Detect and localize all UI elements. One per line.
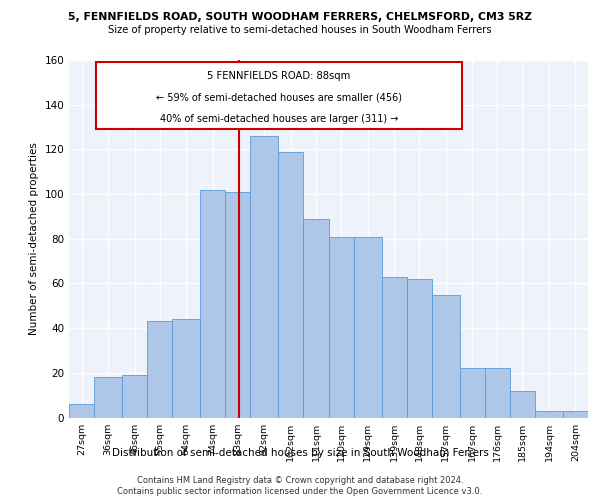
Text: 5 FENNFIELDS ROAD: 88sqm: 5 FENNFIELDS ROAD: 88sqm [208, 71, 350, 81]
Text: Contains HM Land Registry data © Crown copyright and database right 2024.: Contains HM Land Registry data © Crown c… [137, 476, 463, 485]
Text: Distribution of semi-detached houses by size in South Woodham Ferrers: Distribution of semi-detached houses by … [112, 448, 488, 458]
Bar [382, 276, 407, 418]
Bar [200, 190, 225, 418]
Bar [510, 390, 535, 417]
Bar [69, 404, 94, 417]
Y-axis label: Number of semi-detached properties: Number of semi-detached properties [29, 142, 39, 335]
Bar [563, 411, 588, 418]
Bar [329, 236, 353, 418]
Bar [94, 378, 122, 418]
Text: Size of property relative to semi-detached houses in South Woodham Ferrers: Size of property relative to semi-detach… [108, 25, 492, 35]
Bar [122, 375, 147, 418]
Bar [353, 236, 382, 418]
Bar [147, 322, 172, 418]
FancyBboxPatch shape [95, 62, 463, 130]
Text: Contains public sector information licensed under the Open Government Licence v3: Contains public sector information licen… [118, 488, 482, 496]
Bar [172, 319, 200, 418]
Bar [225, 192, 250, 418]
Bar [304, 218, 329, 418]
Bar [250, 136, 278, 418]
Text: 40% of semi-detached houses are larger (311) →: 40% of semi-detached houses are larger (… [160, 114, 398, 124]
Bar [432, 294, 460, 418]
Bar [535, 411, 563, 418]
Bar [460, 368, 485, 418]
Text: 5, FENNFIELDS ROAD, SOUTH WOODHAM FERRERS, CHELMSFORD, CM3 5RZ: 5, FENNFIELDS ROAD, SOUTH WOODHAM FERRER… [68, 12, 532, 22]
Bar [485, 368, 510, 418]
Bar [278, 152, 304, 418]
Text: ← 59% of semi-detached houses are smaller (456): ← 59% of semi-detached houses are smalle… [156, 92, 402, 102]
Bar [407, 279, 432, 417]
